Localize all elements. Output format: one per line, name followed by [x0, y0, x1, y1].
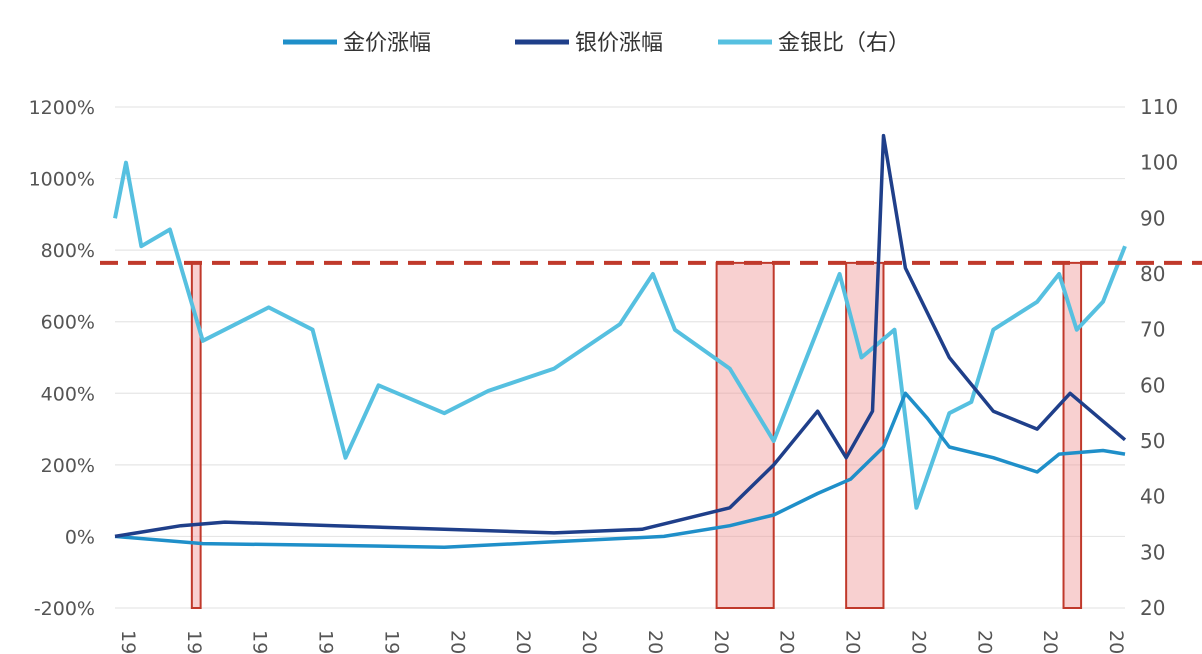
x-tick-label: 20: [776, 630, 798, 654]
series-line: [114, 133, 1127, 539]
y-right-tick-label: 100: [1140, 151, 1178, 175]
x-tick-label: 20: [644, 630, 666, 654]
x-tick-label: 20: [512, 630, 534, 654]
legend-label: 金价涨幅: [343, 31, 431, 56]
y-left-tick-label: 1000%: [29, 169, 95, 191]
y-right-tick-label: 110: [1140, 95, 1178, 119]
series-line: [114, 391, 1126, 549]
x-tick-label: 20: [973, 630, 995, 654]
x-axis: 19 19 19 19 19 20 20 20 20 20 20 20 20 20 20 20: [117, 630, 1127, 654]
y-left-tick-label: 800%: [41, 240, 95, 262]
shaded-periods: [190, 261, 1083, 609]
x-tick-label: 19: [249, 630, 271, 654]
left-axis: 1200% 1000% 800% 600% 400% 200% 0% -200%: [29, 97, 95, 620]
y-left-tick-label: 0%: [65, 526, 95, 548]
shaded-period: [715, 261, 775, 609]
y-right-tick-label: 80: [1140, 262, 1165, 286]
shaded-period: [1062, 261, 1083, 609]
x-tick-label: 20: [710, 630, 732, 654]
gridlines: [115, 106, 1125, 609]
y-right-tick-label: 20: [1140, 596, 1165, 620]
y-right-tick-label: 70: [1140, 318, 1165, 342]
legend-label: 银价涨幅: [575, 31, 663, 56]
legend: 金价涨幅 银价涨幅 金银比（右）: [283, 31, 910, 56]
y-left-tick-label: 200%: [41, 455, 95, 477]
series-line: [113, 160, 1127, 510]
y-left-tick-label: 1200%: [29, 97, 95, 119]
y-right-tick-label: 40: [1140, 485, 1165, 509]
x-tick-label: 20: [446, 630, 468, 654]
legend-label: 金银比（右）: [778, 31, 910, 56]
right-axis: 110 100 90 80 70 60 50 40 30 20: [1140, 95, 1178, 620]
x-tick-label: 20: [842, 630, 864, 654]
x-tick-label: 19: [183, 630, 205, 654]
x-tick-label: 19: [380, 630, 402, 654]
x-tick-label: 20: [1105, 630, 1127, 654]
y-right-tick-label: 50: [1140, 429, 1165, 453]
x-tick-label: 20: [907, 630, 929, 654]
y-right-tick-label: 90: [1140, 206, 1165, 230]
x-tick-label: 19: [117, 630, 139, 654]
y-right-tick-label: 60: [1140, 373, 1165, 397]
x-tick-label: 20: [1039, 630, 1061, 654]
y-left-tick-label: -200%: [34, 598, 95, 620]
x-tick-label: 20: [578, 630, 600, 654]
y-left-tick-label: 400%: [41, 383, 95, 405]
y-left-tick-label: 600%: [41, 312, 95, 334]
y-right-tick-label: 30: [1140, 540, 1165, 564]
series-lines: [113, 133, 1127, 549]
x-tick-label: 19: [315, 630, 337, 654]
